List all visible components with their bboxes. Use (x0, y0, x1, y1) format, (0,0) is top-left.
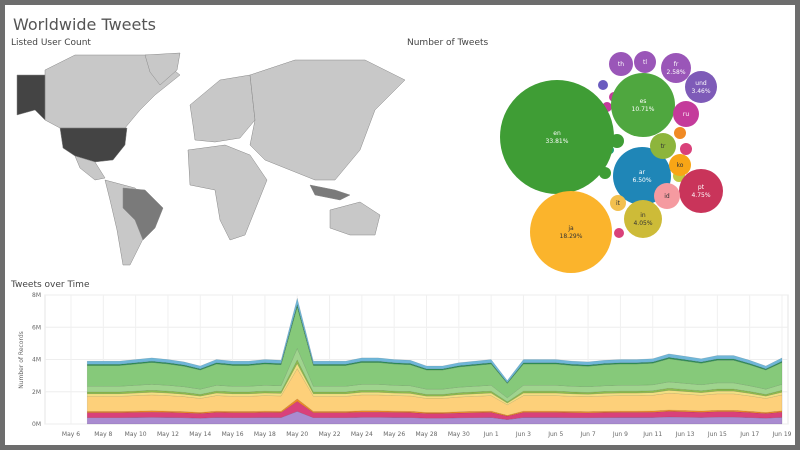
x-tick-label: May 22 (319, 431, 341, 438)
map-europe[interactable] (189, 74, 256, 143)
bubble-small[interactable] (680, 143, 692, 155)
bubble-id[interactable] (654, 183, 680, 209)
map-greenland[interactable] (144, 52, 181, 86)
map-mexico[interactable] (74, 155, 106, 181)
bubble-label: tr (661, 143, 666, 150)
bubble-pct: 10.71% (632, 106, 655, 113)
bubble-in[interactable] (624, 200, 662, 238)
bubble-es[interactable] (611, 73, 675, 137)
bubble-th[interactable] (609, 52, 633, 76)
bubble-label: it (616, 200, 621, 207)
world-map[interactable] (5, 50, 405, 270)
area-chart-title: Tweets over Time (11, 280, 90, 290)
bubble-tl[interactable] (634, 51, 656, 73)
bubble-fr[interactable] (661, 53, 691, 83)
bubble-ja[interactable] (530, 191, 612, 273)
area-series-8[interactable] (86, 303, 783, 384)
area-chart: 0M 2M 4M 6M 8M May 6 May 8 May 10 May 12 May 14 Ma… (18, 292, 792, 438)
bubble-it[interactable] (610, 195, 626, 211)
bubble-label: en (553, 130, 561, 137)
x-tick-label: Jun 9 (612, 431, 628, 438)
bubble-small[interactable] (614, 228, 624, 238)
x-tick-label: May 26 (383, 431, 405, 438)
y-tick-label: 2M (32, 389, 41, 396)
bubble-pct: 3.46% (691, 88, 710, 95)
bubble-en[interactable] (500, 80, 614, 194)
x-tick-label: Jun 3 (515, 431, 531, 438)
bubble-small[interactable] (674, 127, 686, 139)
map-usa[interactable] (59, 127, 128, 163)
bubble-label: ru (683, 111, 689, 118)
map-indonesia[interactable] (309, 184, 351, 201)
x-tick-label: Jun 15 (707, 431, 727, 438)
bubble-pt[interactable] (679, 169, 723, 213)
x-tick-label: Jun 13 (675, 431, 695, 438)
bubble-small[interactable] (598, 80, 608, 90)
x-tick-label: Jun 11 (642, 431, 662, 438)
x-tick-label: May 16 (222, 431, 244, 438)
dashboard-title: Worldwide Tweets (13, 15, 156, 34)
y-tick-label: 6M (32, 324, 41, 331)
x-tick-label: May 10 (125, 431, 147, 438)
x-tick-label: Jun 19 (772, 431, 792, 438)
x-tick-label: May 24 (351, 431, 373, 438)
map-alaska[interactable] (16, 74, 46, 121)
x-tick-label: Jun 7 (580, 431, 596, 438)
y-tick-label: 0M (32, 421, 41, 428)
x-tick-label: May 8 (94, 431, 112, 438)
y-tick-label: 8M (32, 292, 41, 299)
bubble-label: und (695, 80, 707, 87)
x-tick-label: May 14 (189, 431, 211, 438)
bubble-label: in (640, 212, 646, 219)
x-tick-label: May 20 (286, 431, 308, 438)
y-tick-label: 4M (32, 357, 41, 364)
dashboard: Worldwide Tweets Listed User Count Numbe… (5, 5, 795, 445)
x-tick-label: May 6 (62, 431, 80, 438)
bubble-ru[interactable] (673, 101, 699, 127)
bubble-label: fr (674, 61, 679, 68)
x-tick-label: May 18 (254, 431, 276, 438)
bubble-pct: 4.05% (633, 220, 652, 227)
x-tick-label: May 30 (448, 431, 470, 438)
map-brazil[interactable] (122, 187, 164, 241)
bubble-und[interactable] (685, 71, 717, 103)
bubble-ko[interactable] (669, 154, 691, 176)
map-africa[interactable] (187, 144, 268, 241)
bubble-pct: 18.29% (560, 233, 583, 240)
x-tick-label: Jun 1 (483, 431, 499, 438)
bubble-label: ja (567, 225, 574, 232)
x-tick-label: Jun 17 (739, 431, 759, 438)
bubble-pct: 33.81% (546, 138, 569, 145)
bubble-title: Number of Tweets (407, 38, 489, 48)
x-tick-label: May 12 (157, 431, 179, 438)
area-series-2[interactable] (86, 398, 783, 417)
bubble-pct: 4.75% (691, 192, 710, 199)
map-australia[interactable] (329, 201, 381, 236)
bubble-label: th (618, 61, 624, 68)
x-tick-label: Jun 5 (547, 431, 563, 438)
area-series-9[interactable] (86, 297, 783, 384)
bubble-pct: 6.50% (632, 177, 651, 184)
bubble-label: ko (677, 162, 684, 169)
y-axis-label: Number of Records (18, 331, 25, 389)
bubble-label: es (640, 98, 647, 105)
map-title: Listed User Count (11, 38, 91, 48)
x-tick-label: May 28 (416, 431, 438, 438)
map-russia-asia[interactable] (249, 59, 405, 181)
bubble-label: id (664, 193, 670, 200)
bubble-tr[interactable] (650, 133, 676, 159)
map-canada[interactable] (44, 54, 181, 129)
bubble-label: tl (643, 59, 647, 66)
bubble-pct: 2.58% (666, 69, 685, 76)
bubble-label: pt (698, 184, 705, 191)
bubble-label: ar (639, 169, 646, 176)
